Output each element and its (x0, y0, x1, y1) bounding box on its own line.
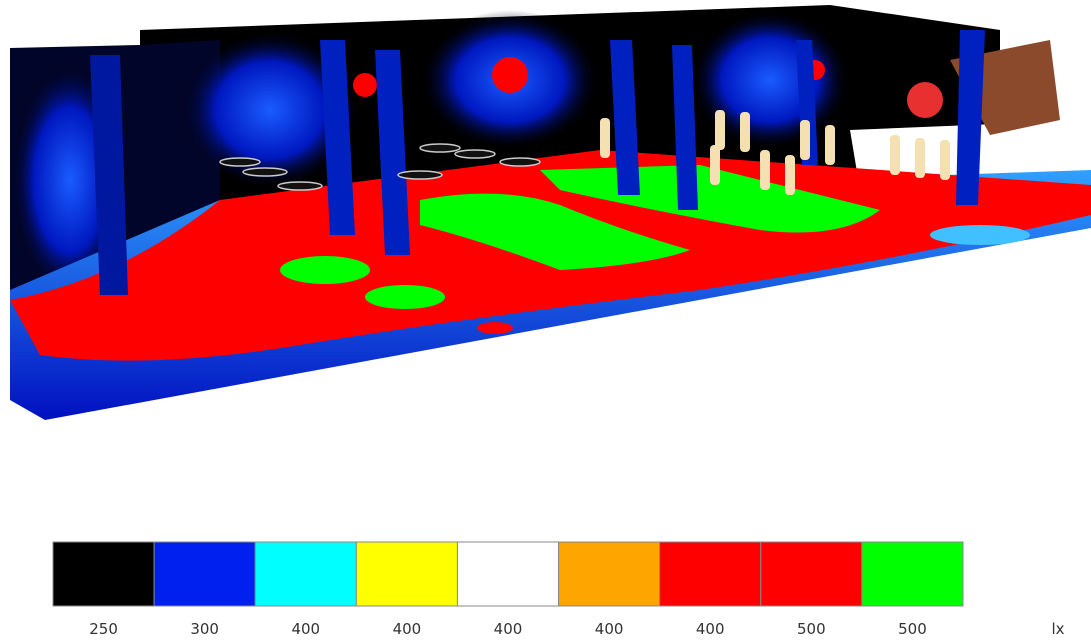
legend-swatch (559, 542, 660, 606)
legend-label: 400 (595, 620, 624, 638)
legend-swatch (356, 542, 457, 606)
legend-label: 400 (696, 620, 725, 638)
illuminance-view: 250 300 400 400 400 400 400 500 500 lx (0, 0, 1091, 643)
legend-swatch (154, 542, 255, 606)
color-legend: 250 300 400 400 400 400 400 500 500 lx (0, 0, 1091, 643)
legend-swatch (862, 542, 963, 606)
legend-swatch (660, 542, 761, 606)
legend-label: 250 (89, 620, 118, 638)
legend-swatch (761, 542, 862, 606)
legend-label: 400 (494, 620, 523, 638)
legend-label: 500 (898, 620, 927, 638)
legend-swatch (255, 542, 356, 606)
legend-swatch (53, 542, 154, 606)
legend-swatch (457, 542, 558, 606)
legend-unit: lx (1051, 620, 1064, 638)
legend-label: 300 (190, 620, 219, 638)
legend-label: 400 (393, 620, 422, 638)
legend-label: 400 (291, 620, 320, 638)
legend-label: 500 (797, 620, 826, 638)
